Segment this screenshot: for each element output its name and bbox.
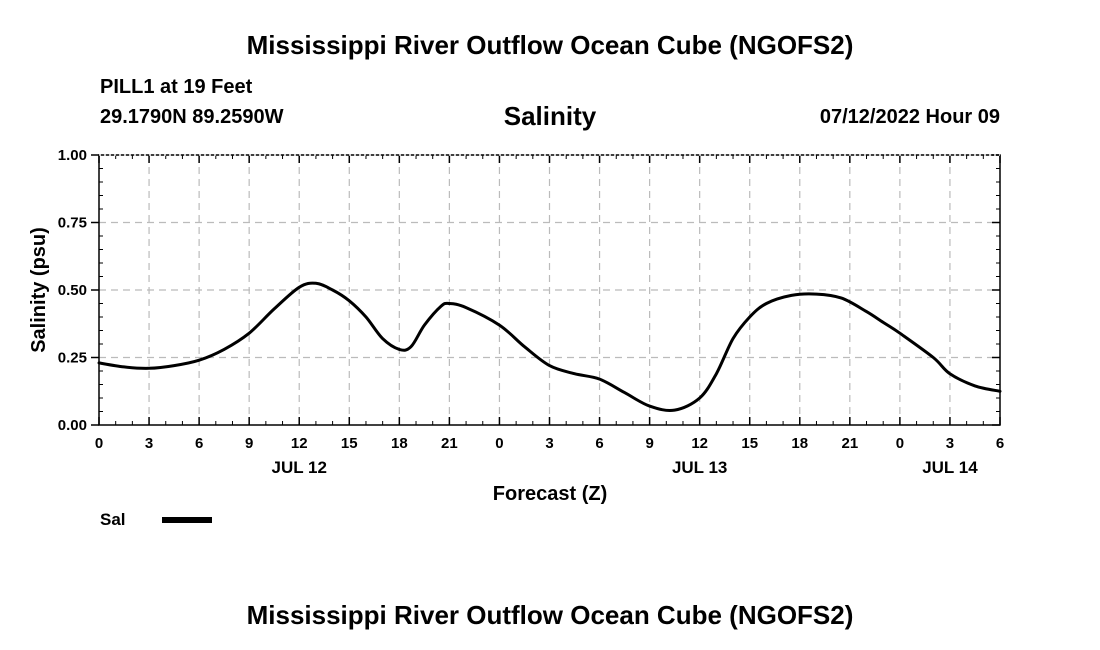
- station-label: PILL1 at 19 Feet: [100, 76, 253, 98]
- x-tick-label: 15: [341, 435, 358, 452]
- series-layer: [97, 281, 1002, 412]
- x-tick-label: 21: [441, 435, 458, 452]
- station-coordinates: 29.1790N 89.2590W: [100, 106, 284, 128]
- x-tick-label: 21: [841, 435, 858, 452]
- series-line-sal: [97, 281, 1002, 412]
- x-tick-label: 18: [391, 435, 408, 452]
- day-label: JUL 12: [271, 458, 326, 477]
- x-tick-label: 6: [996, 435, 1004, 452]
- forecast-datetime: 07/12/2022 Hour 09: [819, 106, 1000, 128]
- x-tick-label: 6: [595, 435, 603, 452]
- legend-swatch: [162, 517, 212, 523]
- x-tick-label: 9: [245, 435, 253, 452]
- day-label: JUL 13: [672, 458, 727, 477]
- footer-title: Mississippi River Outflow Ocean Cube (NG…: [246, 600, 854, 630]
- y-tick-label: 0.25: [58, 350, 87, 367]
- axis-ticks: 0 3 6 9 12 15 18 21 0 3 6 9 12 15 18 21 0 3 6 0.00 0.25 0.50 0…: [58, 147, 1004, 477]
- x-tick-label: 12: [291, 435, 308, 452]
- x-tick-label: 12: [691, 435, 708, 452]
- y-tick-label: 1.00: [58, 147, 87, 164]
- x-tick-label: 3: [145, 435, 153, 452]
- x-tick-label: 0: [95, 435, 103, 452]
- y-tick-label: 0.50: [58, 282, 87, 299]
- x-tick-label: 18: [791, 435, 808, 452]
- x-tick-label: 15: [741, 435, 758, 452]
- y-tick-label: 0.75: [58, 215, 87, 232]
- y-tick-label: 0.00: [58, 417, 87, 434]
- day-label: JUL 14: [922, 458, 978, 477]
- x-tick-label: 0: [896, 435, 904, 452]
- legend-label: Sal: [100, 510, 126, 529]
- x-tick-label: 0: [495, 435, 503, 452]
- x-tick-label: 3: [946, 435, 954, 452]
- x-axis-label: Forecast (Z): [493, 483, 607, 505]
- grid: [99, 155, 1000, 425]
- x-tick-label: 6: [195, 435, 203, 452]
- chart-subtitle: Salinity: [503, 101, 597, 131]
- chart-title: Mississippi River Outflow Ocean Cube (NG…: [246, 30, 854, 60]
- x-tick-label: 9: [645, 435, 653, 452]
- x-tick-label: 3: [545, 435, 553, 452]
- y-axis-label: Salinity (psu): [28, 227, 50, 353]
